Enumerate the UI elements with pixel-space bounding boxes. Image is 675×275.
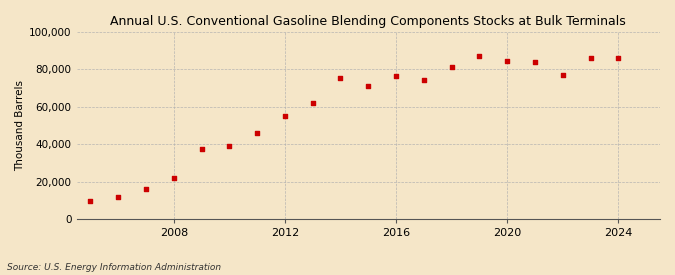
Point [196, 147, 207, 151]
Point [585, 56, 596, 60]
Point [307, 101, 318, 105]
Point [168, 176, 179, 180]
Point [418, 78, 429, 82]
Point [335, 76, 346, 80]
Point [85, 199, 96, 204]
Title: Annual U.S. Conventional Gasoline Blending Components Stocks at Bulk Terminals: Annual U.S. Conventional Gasoline Blendi… [111, 15, 626, 28]
Point [391, 74, 402, 78]
Point [224, 144, 235, 148]
Point [363, 84, 374, 88]
Point [113, 194, 124, 199]
Point [446, 65, 457, 70]
Y-axis label: Thousand Barrels: Thousand Barrels [15, 80, 25, 171]
Text: Source: U.S. Energy Information Administration: Source: U.S. Energy Information Administ… [7, 263, 221, 272]
Point [252, 131, 263, 135]
Point [279, 114, 290, 118]
Point [502, 59, 512, 63]
Point [474, 54, 485, 59]
Point [613, 56, 624, 60]
Point [140, 187, 151, 191]
Point [558, 73, 568, 77]
Point [530, 60, 541, 64]
